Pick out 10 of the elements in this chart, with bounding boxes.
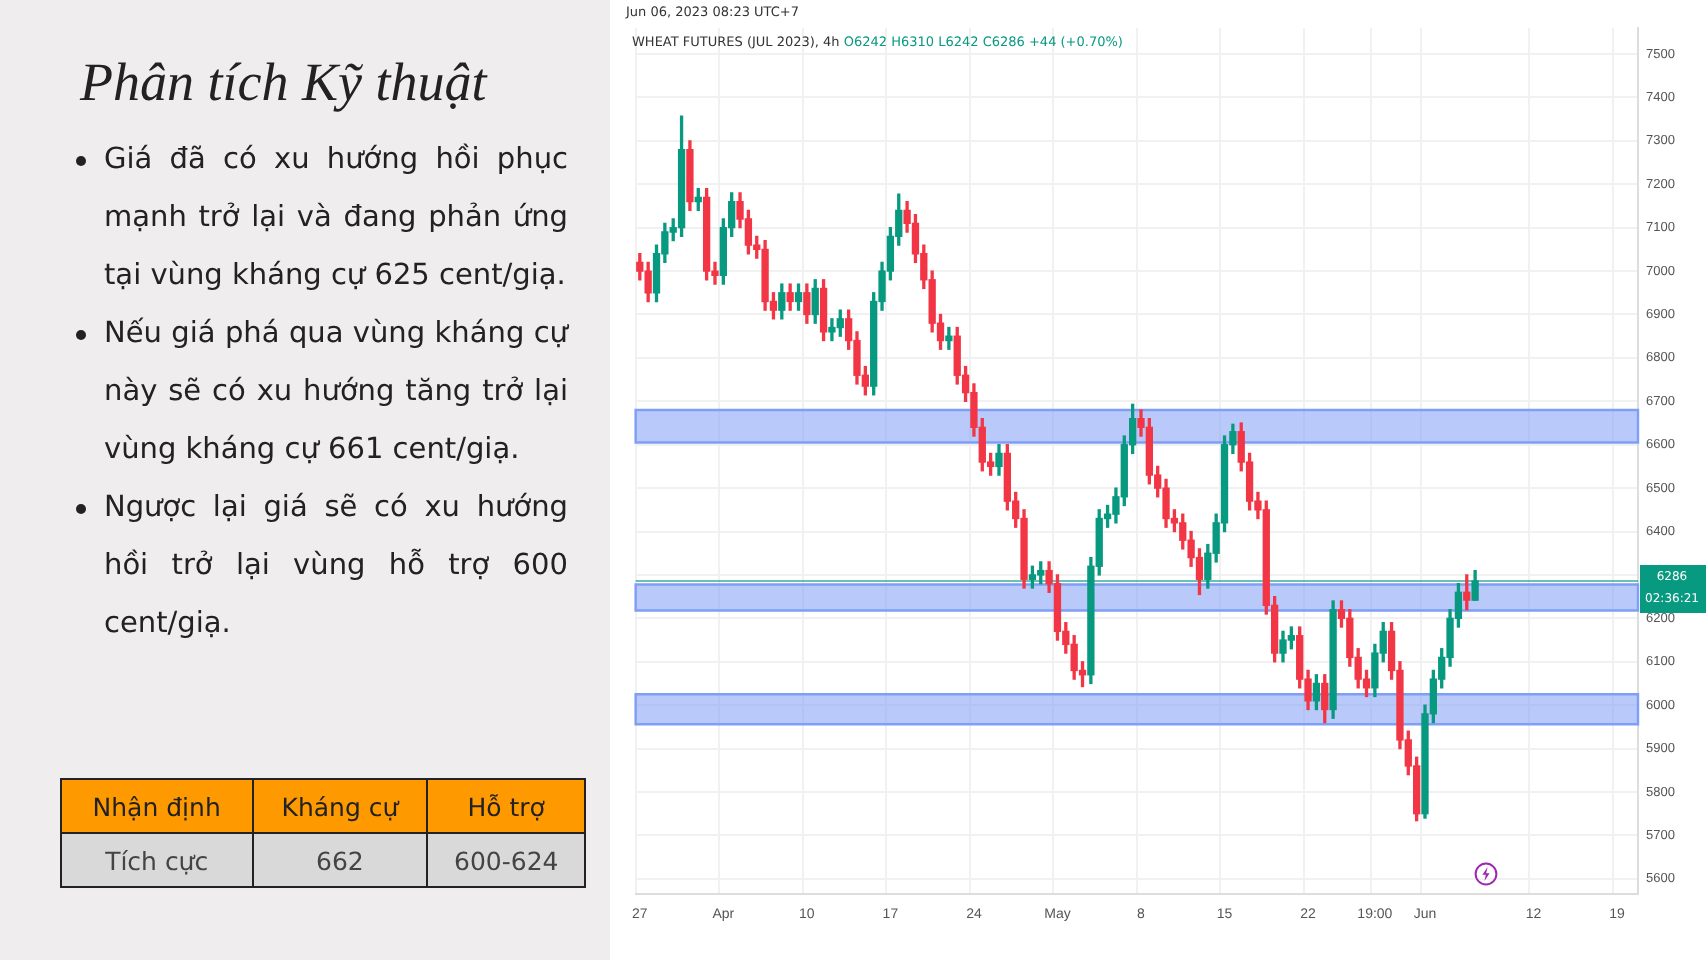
text: 600-624 bbox=[454, 845, 559, 875]
category-label: Nhận định bbox=[61, 779, 253, 833]
text: Ngược lại giá sẽ có xu hướng hồi trở lại vùng hỗ trợ 600 cent/giạ. bbox=[104, 490, 568, 644]
text: 662 bbox=[316, 845, 364, 875]
text: Nếu giá phá qua vùng kháng cự này sẽ có xu hướng tăng trở lại vùng kháng cự 661 cent/giạ. bbox=[104, 315, 568, 470]
category-label: Kháng cự bbox=[252, 779, 428, 833]
category-label: Hỗ trợ bbox=[427, 779, 585, 833]
text: Giá đã có xu hướng hồi phục mạnh trở lại và đang phản ứng tại vùng kháng cự 625 cent/giạ. bbox=[104, 141, 568, 296]
text: Tích cực bbox=[105, 845, 209, 875]
text: Phân tích Kỹ thuật bbox=[80, 52, 487, 114]
